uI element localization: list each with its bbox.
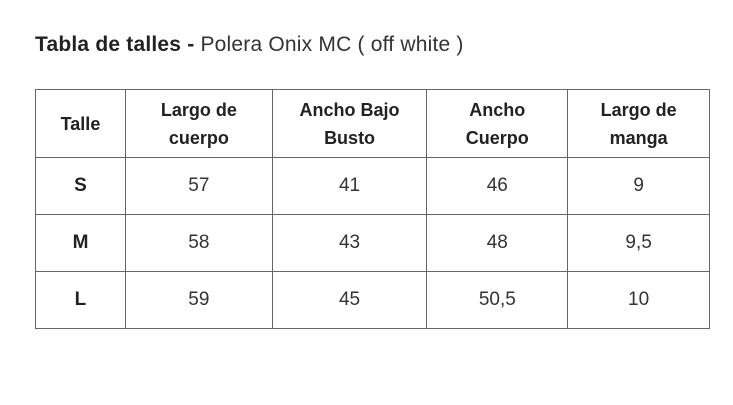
column-header: Largo de manga <box>567 89 710 158</box>
table-row: M 58 43 48 9,5 <box>35 214 710 272</box>
measure-cell: 57 <box>124 157 273 215</box>
size-cell: L <box>35 271 126 329</box>
measure-cell: 10 <box>567 271 710 329</box>
measure-cell: 50,5 <box>426 271 569 329</box>
measure-cell: 9,5 <box>567 214 710 272</box>
header-row: Talle Largo de cuerpo Ancho Bajo Busto Anch… <box>35 89 710 158</box>
title-rest: Polera Onix MC ( off white ) <box>200 33 464 56</box>
measure-cell: 48 <box>426 214 569 272</box>
title: Tabla de talles - Polera Onix MC ( off w… <box>35 33 464 57</box>
size-table: Talle Largo de cuerpo Ancho Bajo Busto Anch… <box>35 89 710 329</box>
measure-cell: 58 <box>124 214 273 272</box>
column-header: Largo de cuerpo <box>124 89 273 158</box>
measure-cell: 46 <box>426 157 569 215</box>
measure-cell: 59 <box>124 271 273 329</box>
table-row: L 59 45 50,5 10 <box>35 271 710 329</box>
title-bold: Tabla de talles - <box>35 33 195 56</box>
measure-cell: 45 <box>271 271 428 329</box>
size-cell: M <box>35 214 126 272</box>
table-row: S 57 41 46 9 <box>35 157 710 215</box>
column-header: Ancho Cuerpo <box>426 89 569 158</box>
table-body: S 57 41 46 9 M 58 43 48 9,5 L 59 45 50,5 10 <box>35 157 710 329</box>
column-header: Ancho Bajo Busto <box>271 89 428 158</box>
column-header: Talle <box>35 89 126 158</box>
measure-cell: 41 <box>271 157 428 215</box>
measure-cell: 9 <box>567 157 710 215</box>
size-cell: S <box>35 157 126 215</box>
measure-cell: 43 <box>271 214 428 272</box>
